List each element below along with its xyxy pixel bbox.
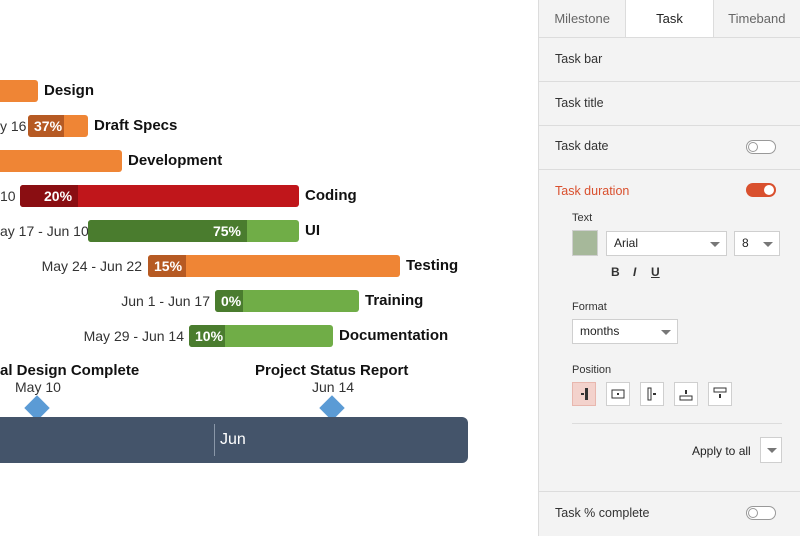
task-title[interactable]: Draft Specs: [94, 117, 178, 134]
task-title[interactable]: Testing: [406, 257, 459, 274]
tab-milestone[interactable]: Milestone: [539, 0, 626, 37]
task-title[interactable]: Coding: [305, 187, 357, 204]
section-title: Task bar: [555, 52, 603, 66]
section-task-percent[interactable]: Task % complete: [539, 492, 800, 536]
task-percent: 75%: [88, 220, 247, 242]
font-size-value: 8: [742, 236, 749, 250]
underline-button[interactable]: U: [651, 265, 660, 279]
format-label: Format: [572, 301, 607, 313]
font-size-select[interactable]: 8: [734, 231, 780, 256]
task-percent: 37%: [28, 115, 64, 137]
task-duration-toggle[interactable]: [746, 183, 776, 197]
task-date: May 29 - Jun 14: [83, 328, 184, 344]
italic-button[interactable]: I: [633, 265, 637, 279]
position-center-button[interactable]: [606, 382, 630, 406]
align-center-icon: [611, 389, 625, 399]
task-date: y 16: [0, 118, 27, 134]
format-select[interactable]: months: [572, 319, 678, 344]
section-title: Task % complete: [555, 506, 650, 520]
align-bottom-icon: [713, 387, 727, 398]
section-task-bar[interactable]: Task bar: [539, 38, 800, 82]
bold-button[interactable]: B: [611, 265, 620, 279]
task-percent: 15%: [148, 255, 186, 277]
format-value: months: [580, 324, 620, 338]
task-bar-ui[interactable]: 75%: [88, 220, 299, 242]
task-percent-toggle[interactable]: [746, 506, 776, 520]
milestone-title[interactable]: Project Status Report: [255, 362, 409, 379]
position-right-button[interactable]: [640, 382, 664, 406]
font-value: Arial: [614, 236, 639, 250]
apply-to-all-dropdown[interactable]: [760, 437, 782, 463]
task-percent: 10%: [189, 325, 225, 347]
section-title[interactable]: Task duration: [555, 184, 630, 198]
task-title[interactable]: UI: [305, 222, 320, 239]
milestone-title[interactable]: al Design Complete: [0, 362, 140, 379]
task-percent: 20%: [20, 185, 78, 207]
format-panel: Milestone Task Timeband Task bar Task ti…: [538, 0, 800, 536]
font-select[interactable]: Arial: [606, 231, 727, 256]
tab-task[interactable]: Task: [625, 0, 714, 37]
position-inside-left-button[interactable]: [572, 382, 596, 406]
align-right-icon: [647, 387, 656, 401]
task-bar-testing[interactable]: 15%: [148, 255, 400, 277]
timeband-divider: [214, 424, 215, 456]
task-bar-development[interactable]: [0, 150, 122, 172]
gantt-canvas: Design y 16 37% Draft Specs Development …: [0, 80, 468, 463]
position-above-button[interactable]: [674, 382, 698, 406]
task-percent: 0%: [215, 290, 243, 312]
task-date: ay 17 - Jun 10: [0, 223, 89, 239]
section-task-title[interactable]: Task title: [539, 82, 800, 126]
task-title[interactable]: Training: [365, 292, 424, 309]
text-color-swatch[interactable]: [572, 230, 598, 256]
task-date-toggle[interactable]: [746, 140, 776, 154]
timeband-label: Jun: [220, 431, 246, 448]
task-date: Jun 1 - Jun 17: [121, 293, 210, 309]
chevron-down-icon: [710, 242, 720, 247]
task-bar-training[interactable]: 0%: [215, 290, 359, 312]
task-date: May 24 - Jun 22: [41, 258, 142, 274]
align-top-icon: [679, 390, 693, 401]
apply-to-all-label[interactable]: Apply to all: [692, 444, 751, 458]
task-bar-documentation[interactable]: 10%: [189, 325, 333, 347]
milestone-date: May 10: [15, 379, 61, 395]
task-bar-design[interactable]: [0, 80, 38, 102]
section-task-duration: Task duration Text Arial 8 B I U Format …: [539, 170, 800, 492]
task-title[interactable]: Development: [128, 152, 223, 169]
panel-tabs: Milestone Task Timeband: [539, 0, 800, 38]
milestone-date: Jun 14: [312, 379, 355, 395]
divider: [572, 423, 782, 424]
task-bar-draft-specs[interactable]: 37%: [28, 115, 88, 137]
section-task-date[interactable]: Task date: [539, 126, 800, 170]
text-label: Text: [572, 212, 593, 224]
chevron-down-icon: [661, 330, 671, 335]
chevron-down-icon: [767, 448, 777, 453]
tab-timeband[interactable]: Timeband: [713, 0, 800, 37]
position-below-button[interactable]: [708, 382, 732, 406]
task-date: 10: [0, 188, 16, 204]
timeband[interactable]: Jun: [0, 417, 468, 463]
align-left-icon: [581, 388, 588, 400]
section-title: Task title: [555, 96, 604, 110]
chevron-down-icon: [763, 242, 773, 247]
task-title[interactable]: Design: [44, 82, 95, 99]
task-bar-coding[interactable]: 20%: [20, 185, 299, 207]
section-title: Task date: [555, 139, 609, 153]
task-title[interactable]: Documentation: [339, 327, 449, 344]
position-label: Position: [572, 364, 612, 376]
